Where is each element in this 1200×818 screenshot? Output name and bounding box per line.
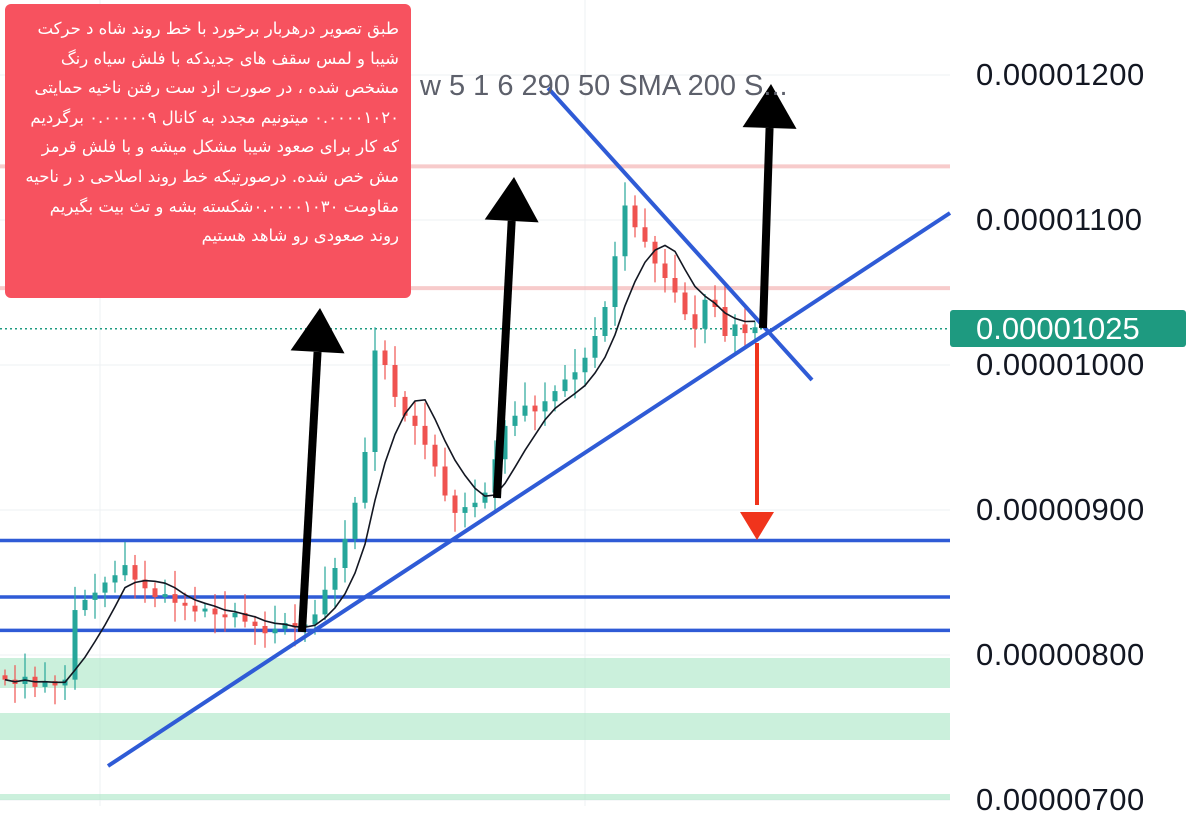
black-arrow-up-shaft	[759, 127, 774, 329]
candle-body	[442, 466, 448, 496]
candle-body	[542, 401, 548, 412]
candle-body	[232, 612, 238, 618]
candle-body	[152, 588, 158, 597]
candle-body	[402, 396, 408, 416]
support-zone	[0, 713, 950, 740]
candle-body	[702, 299, 708, 329]
sma-line	[4, 244, 756, 684]
candle-body	[562, 379, 568, 392]
candle-body	[612, 256, 618, 307]
candle-body	[132, 565, 138, 580]
current-price-badge: 0.00001025	[950, 310, 1186, 347]
candle-body	[592, 336, 598, 358]
candle-body	[662, 263, 668, 278]
candle-body	[392, 365, 398, 397]
candle-body	[582, 357, 588, 373]
y-tick-label: 0.00001100	[976, 202, 1143, 237]
candle-body	[632, 205, 638, 228]
candle-body	[652, 241, 658, 264]
candle-body	[2, 675, 8, 680]
candle-body	[602, 307, 608, 336]
candle-body	[332, 568, 338, 590]
candle-body	[512, 415, 518, 426]
trend-drawings[interactable]	[106, 84, 952, 768]
candle-body	[752, 327, 758, 334]
support-zone	[0, 794, 950, 800]
candle-body	[742, 324, 748, 334]
black-arrow-up-head	[484, 177, 539, 223]
candle-body	[262, 626, 268, 634]
candle-body	[192, 605, 198, 612]
candle-body	[162, 594, 168, 597]
candle-body	[172, 594, 178, 603]
candle-body	[142, 579, 148, 589]
candle-body	[412, 415, 418, 426]
candle-body	[452, 495, 458, 513]
candle-body	[552, 391, 558, 402]
candle-body	[202, 608, 208, 612]
candle-body	[212, 608, 218, 615]
candle-body	[422, 425, 428, 445]
candle-body	[92, 592, 98, 600]
candle-body	[502, 425, 508, 460]
candle-body	[622, 205, 628, 257]
candle-body	[182, 602, 188, 606]
y-tick-label: 0.00000900	[976, 492, 1145, 527]
candle-body	[42, 681, 48, 687]
candle-body	[732, 324, 738, 336]
candles	[2, 182, 758, 705]
candle-body	[432, 444, 438, 467]
black-arrow-up-head	[742, 84, 797, 129]
candle-body	[312, 614, 318, 625]
candle-body	[322, 589, 328, 615]
candle-body	[72, 610, 78, 680]
candle-body	[52, 681, 58, 686]
candle-body	[722, 307, 728, 336]
candle-body	[692, 314, 698, 329]
y-tick-label: 0.00000800	[976, 637, 1145, 672]
candle-body	[472, 502, 478, 508]
y-tick-label: 0.00001200	[976, 57, 1145, 92]
candle-body	[112, 575, 118, 583]
candle-body	[382, 350, 388, 365]
ascending-trendline	[106, 211, 952, 768]
candle-body	[672, 278, 678, 293]
candle-body	[572, 372, 578, 380]
support-zones	[0, 658, 950, 800]
descending-trendline	[546, 86, 814, 382]
candle-body	[82, 599, 88, 611]
candle-body	[342, 539, 348, 568]
candle-body	[282, 623, 288, 629]
red-arrow-down-head	[740, 512, 774, 540]
candle-body	[102, 582, 108, 593]
support-zone	[0, 658, 950, 688]
candle-body	[242, 612, 248, 622]
candle-body	[352, 502, 358, 539]
candle-body	[292, 623, 298, 628]
candle-body	[642, 227, 648, 242]
black-arrow-up-head	[290, 308, 345, 354]
candle-body	[362, 452, 368, 503]
candle-body	[522, 405, 528, 416]
indicator-legend[interactable]: w 5 1 6 290 50 SMA 200 S...	[420, 70, 788, 102]
candle-body	[252, 621, 258, 626]
candle-body	[222, 614, 228, 618]
annotation-note[interactable]: طبق تصویر درهربار برخورد با خط روند شاه …	[5, 4, 411, 298]
candle-body	[532, 405, 538, 412]
candle-body	[372, 350, 378, 452]
candle-body	[462, 507, 468, 513]
candle-body	[482, 492, 488, 503]
black-arrow-up-shaft	[298, 351, 322, 633]
black-arrow-up-shaft	[493, 220, 516, 499]
candle-body	[682, 292, 688, 315]
candle-body	[122, 565, 128, 576]
y-tick-label: 0.00001000	[976, 347, 1145, 382]
y-tick-label: 0.00000700	[976, 782, 1145, 817]
candle-body	[272, 628, 278, 634]
